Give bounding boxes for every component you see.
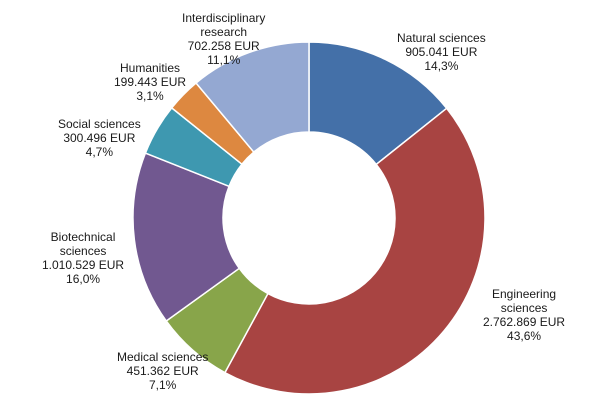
label-line: 4,7%: [85, 145, 114, 159]
label-line: 1.010.529 EUR: [42, 258, 125, 272]
label-line: Social sciences: [58, 117, 141, 131]
label-line: 43,6%: [507, 329, 542, 343]
label-line: Natural sciences: [397, 31, 486, 45]
slice-interdisciplinary-research: [194, 41, 310, 154]
label-biotechnical-sciences: Biotechnical sciences 1.010.529 EUR 16,0…: [42, 230, 124, 286]
label-line: Humanities: [120, 61, 181, 75]
label-engineering-sciences: Engineering sciences 2.762.869 EUR 43,6%: [483, 287, 565, 343]
label-line: Medical sciences: [117, 350, 209, 364]
label-line: 2.762.869 EUR: [483, 315, 566, 329]
label-line: Engineering: [492, 287, 557, 301]
label-interdisciplinary-research: Interdisciplinary research 702.258 EUR 1…: [182, 11, 265, 67]
slice-engineering-sciences: [223, 107, 486, 395]
label-line: research: [200, 25, 248, 39]
label-humanities: Humanities 199.443 EUR 3,1%: [114, 61, 186, 103]
label-line: sciences: [59, 244, 107, 258]
label-line: 16,0%: [66, 272, 101, 286]
label-line: 11,1%: [207, 53, 241, 67]
label-line: sciences: [500, 301, 548, 315]
label-line: 199.443 EUR: [114, 75, 187, 89]
slice-natural-sciences: [308, 41, 448, 166]
label-medical-sciences: Medical sciences 451.362 EUR 7,1%: [117, 350, 208, 392]
label-natural-sciences: Natural sciences 905.041 EUR 14,3%: [397, 31, 486, 73]
label-line: 7,1%: [149, 378, 177, 392]
label-line: 451.362 EUR: [126, 364, 199, 378]
label-line: 3,1%: [136, 89, 164, 103]
label-line: Interdisciplinary: [182, 11, 266, 25]
label-line: 14,3%: [424, 59, 459, 73]
label-line: 905.041 EUR: [405, 45, 478, 59]
label-line: 300.496 EUR: [63, 131, 136, 145]
label-line: 702.258 EUR: [187, 39, 260, 53]
label-line: Biotechnical: [50, 230, 116, 244]
label-social-sciences: Social sciences 300.496 EUR 4,7%: [58, 117, 141, 159]
